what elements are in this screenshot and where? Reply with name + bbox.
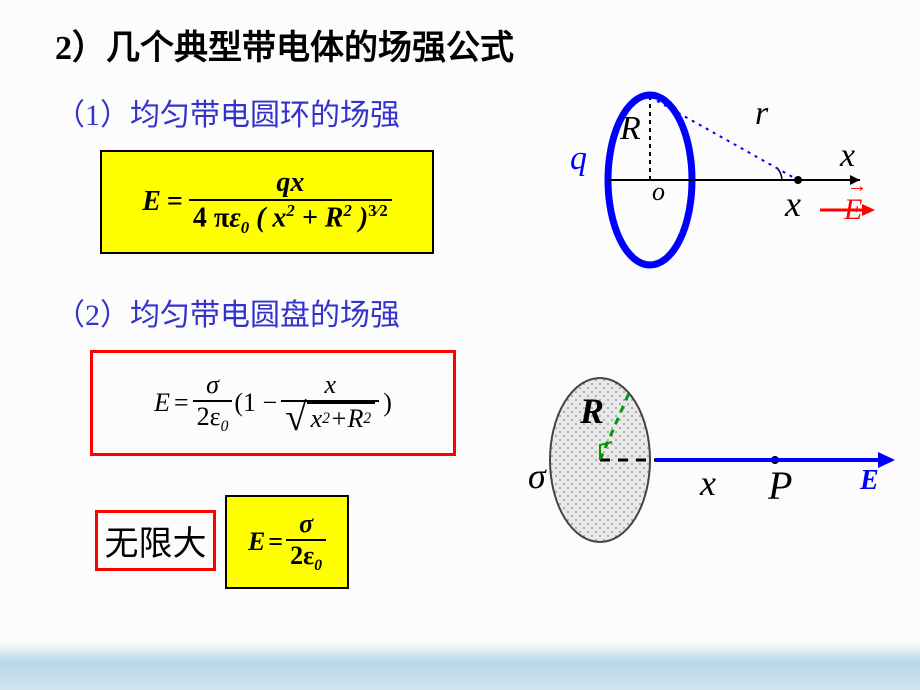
r-line (650, 97, 798, 180)
sqrt-x: x (311, 404, 323, 434)
disk-open: (1 − (234, 388, 277, 418)
label-disk-R: R (580, 390, 604, 432)
label-disk-E: E (860, 465, 879, 497)
disk-eps-sub: 0 (221, 418, 229, 435)
label-R: R (620, 110, 641, 148)
den-close: ) (352, 202, 368, 233)
ring-formula: E = qx 4 πε0 ( x2 + R2 )3⁄2 (142, 167, 392, 238)
disk-x: x (320, 370, 340, 400)
disk-close: ) (383, 388, 392, 418)
disk-diagram: R σ x P E (530, 370, 900, 550)
label-disk-P: P (768, 462, 792, 509)
den-x: ( x (249, 202, 286, 233)
disk-frac2: x √ x2+R2 (281, 370, 379, 437)
inf-sigma: σ (295, 509, 317, 539)
disk-formula-box: E = σ 2ε0 (1 − x √ x2+R2 ) (90, 350, 456, 456)
ring-den: 4 πε0 ( x2 + R2 )3⁄2 (189, 199, 392, 238)
label-E-vec: → E (844, 193, 862, 227)
disk-2eps: 2ε0 (193, 400, 233, 436)
sqrt-R2: 2 (363, 410, 371, 428)
label-disk-x: x (700, 462, 716, 504)
E-arrow-sym: → (847, 175, 867, 198)
infinite-label-box: 无限大 (95, 510, 216, 571)
inf-2eps: 2ε0 (286, 539, 326, 575)
sqrt-x2: 2 (322, 410, 330, 428)
main-title: 2）几个典型带电体的场强公式 (55, 20, 514, 69)
disk-E: E (154, 388, 170, 418)
infinite-formula-box: E = σ 2ε0 (225, 495, 349, 589)
disk-frac1: σ 2ε0 (193, 370, 233, 436)
den-eps-sub: 0 (241, 217, 249, 236)
den-x2: 2 (286, 201, 294, 220)
disk-2eps-txt: 2ε (197, 402, 221, 431)
infinite-formula: E = σ 2ε0 (248, 509, 326, 575)
sqrt-plusR: +R (330, 404, 363, 434)
den-eps: ε (229, 202, 240, 233)
label-disk-sigma: σ (528, 455, 546, 497)
disk-eq: = (174, 388, 189, 418)
sqrt-radical: √ (285, 402, 306, 434)
sym-eq: = (167, 186, 183, 218)
label-o: o (652, 177, 665, 207)
E-vector-arrow (862, 204, 875, 216)
label-q: q (570, 140, 587, 178)
ring-svg (560, 85, 890, 285)
ring-formula-box: E = qx 4 πε0 ( x2 + R2 )3⁄2 (100, 150, 434, 254)
disk-E-arrow (878, 452, 895, 468)
inf-2eps-txt: 2ε (290, 541, 314, 570)
sym-E: E (142, 186, 161, 218)
ring-diagram: q R r o x x → E (560, 85, 890, 285)
section2-heading: （2）均匀带电圆盘的场强 (55, 290, 400, 334)
label-x-axis: x (840, 137, 855, 175)
disk-formula: E = σ 2ε0 (1 − x √ x2+R2 ) (154, 370, 392, 437)
disk-den2: √ x2+R2 (281, 400, 379, 437)
disk-sqrt: √ x2+R2 (285, 402, 375, 434)
section1-heading: （1）均匀带电圆环的场强 (55, 90, 400, 134)
den-R2: 2 (343, 201, 351, 220)
label-r: r (755, 95, 768, 133)
ring-fraction: qx 4 πε0 ( x2 + R2 )3⁄2 (189, 167, 392, 238)
disk-sigma: σ (202, 370, 223, 400)
den-plus-R: + R (295, 202, 344, 233)
sqrt-arg: x2+R2 (307, 402, 376, 434)
ring-num: qx (272, 167, 308, 199)
inf-frac: σ 2ε0 (286, 509, 326, 575)
angle-arc (778, 169, 782, 180)
den-exp: 3⁄2 (368, 201, 388, 220)
inf-E: E (248, 527, 265, 557)
den-4pi: 4 π (193, 202, 229, 233)
label-x-pt: x (785, 183, 801, 225)
inf-eps-sub: 0 (314, 557, 322, 574)
inf-eq: = (268, 527, 283, 557)
